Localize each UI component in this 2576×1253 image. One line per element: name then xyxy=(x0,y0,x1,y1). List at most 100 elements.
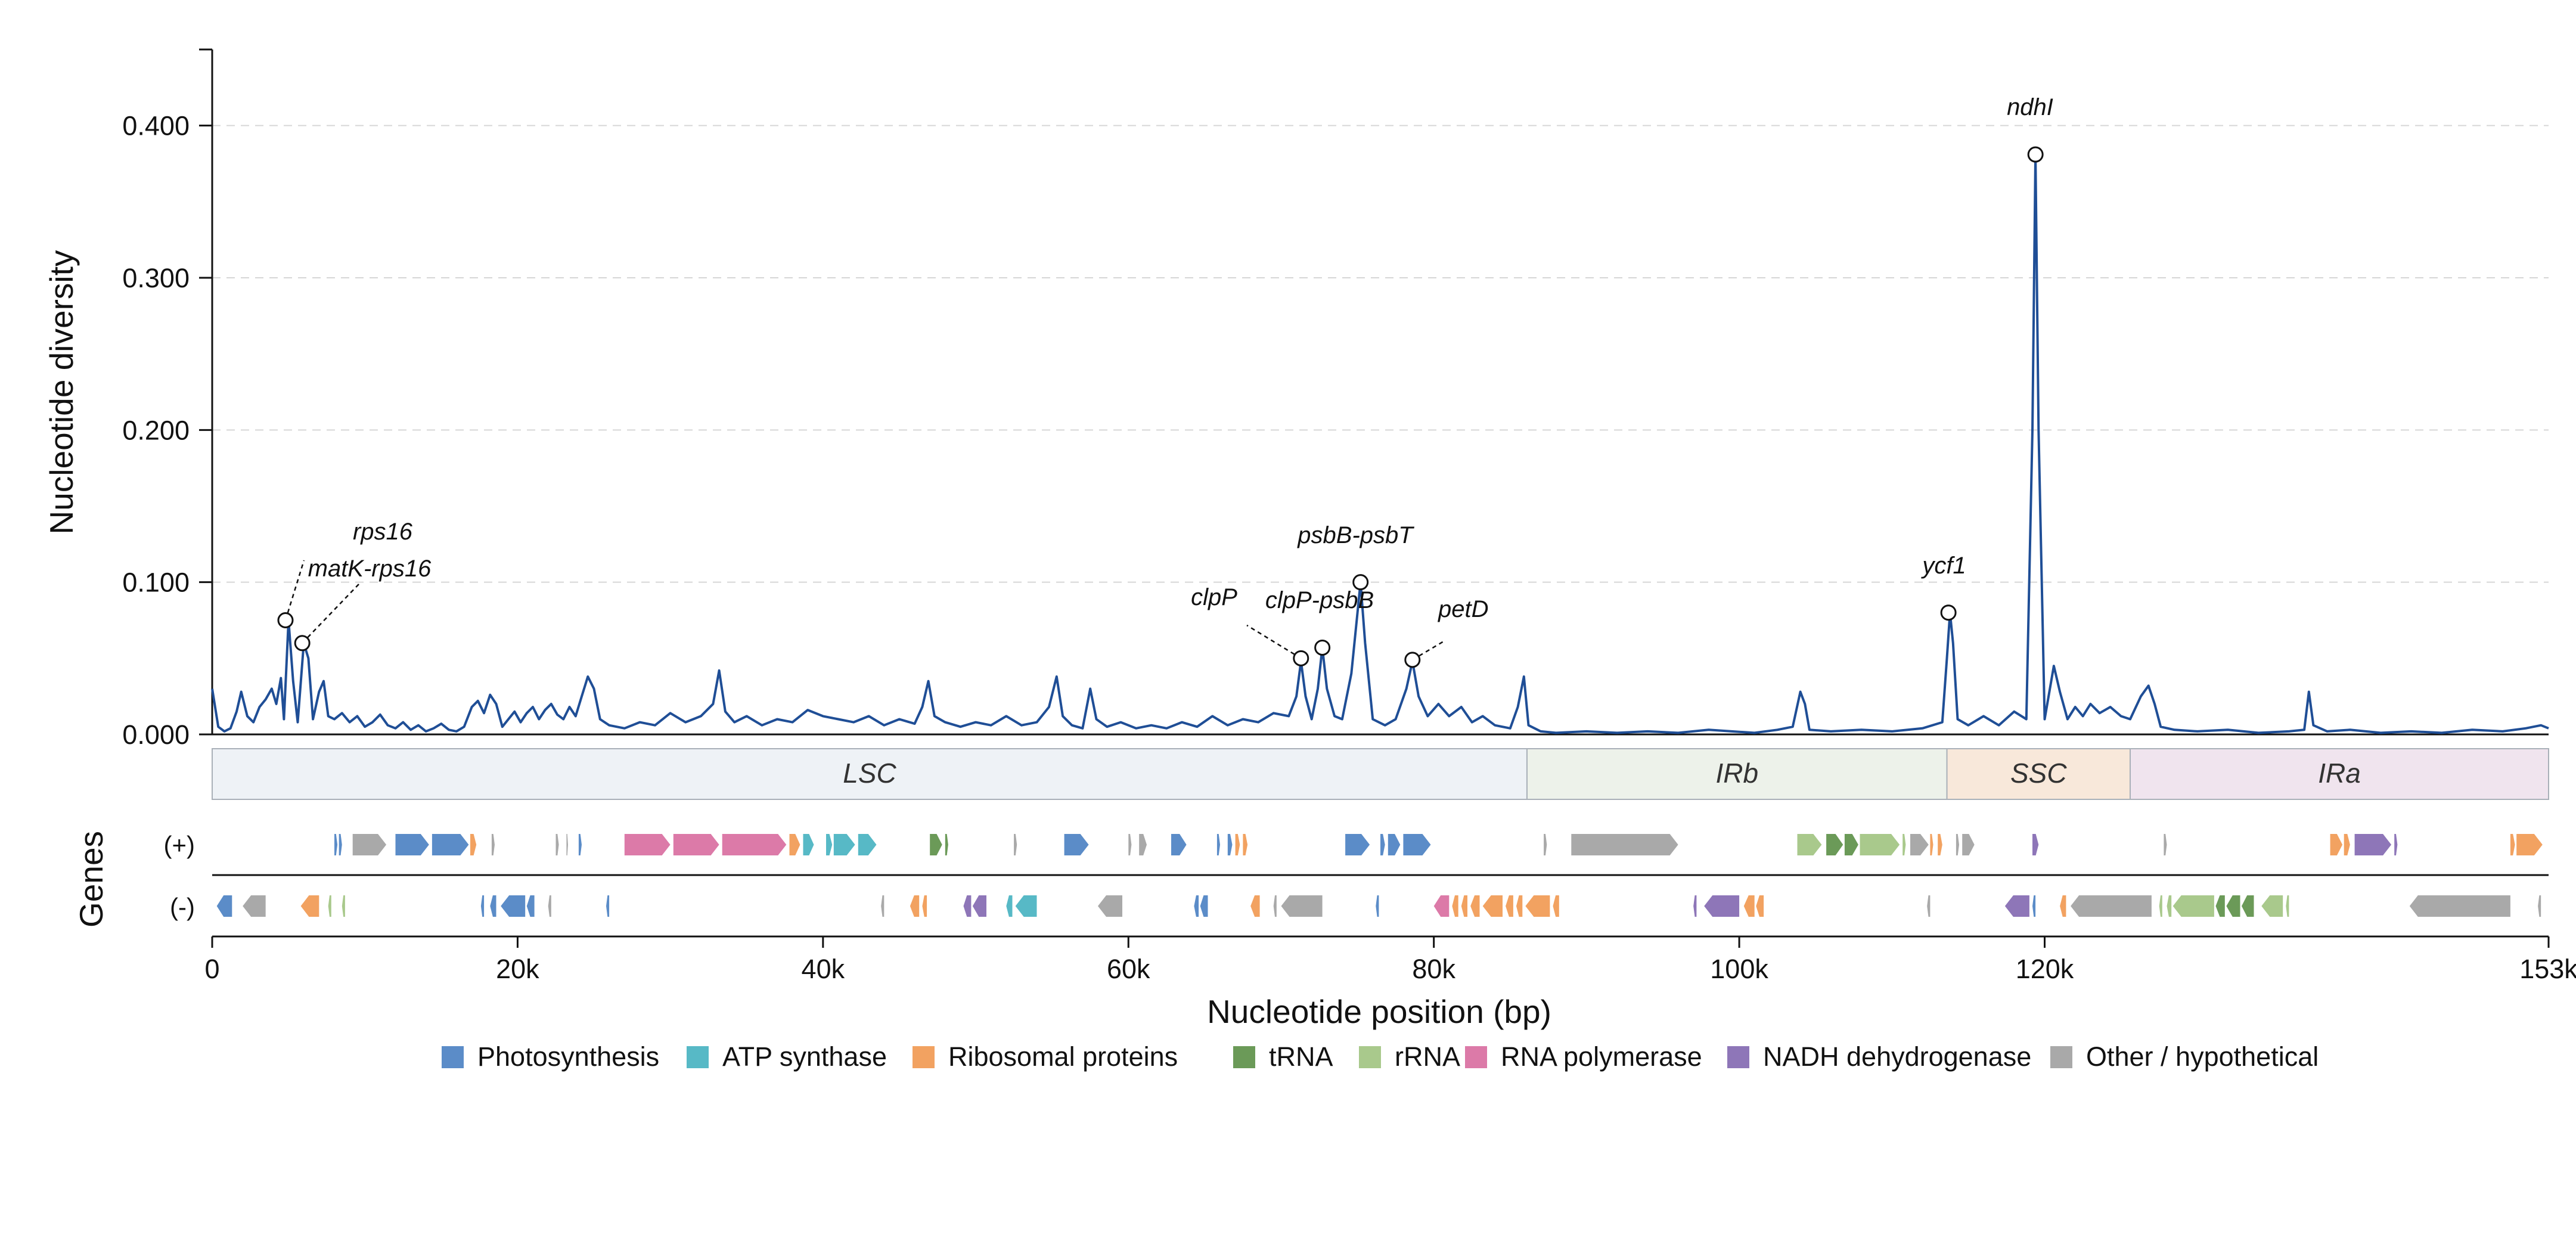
gene-plus xyxy=(2330,834,2343,855)
peak-leader xyxy=(302,584,359,644)
gene-plus xyxy=(1380,834,1385,855)
region-label: IRb xyxy=(1715,758,1758,789)
gene-plus xyxy=(2394,834,2398,855)
gene-plus xyxy=(1403,834,1431,855)
gene-minus xyxy=(342,895,345,917)
peak-marker xyxy=(2027,146,2044,163)
gene-plus xyxy=(1345,834,1370,855)
y-axis-title: Nucleotide diversity xyxy=(43,250,80,534)
gene-minus xyxy=(1461,895,1467,917)
peak-leader xyxy=(1412,640,1444,660)
gene-plus xyxy=(1139,834,1147,855)
gene-minus xyxy=(2242,895,2254,917)
gene-minus xyxy=(2032,895,2036,917)
gene-minus xyxy=(2261,895,2283,917)
gene-plus xyxy=(1860,834,1900,855)
gene-plus xyxy=(1910,834,1929,855)
gene-minus xyxy=(1704,895,1740,917)
gene-plus xyxy=(470,834,477,855)
gene-plus xyxy=(491,834,495,855)
gene-plus xyxy=(2344,834,2350,855)
legend-swatch xyxy=(1359,1046,1381,1068)
minus-strand-label: (-) xyxy=(170,893,195,921)
legend-swatch xyxy=(1233,1046,1255,1068)
gene-minus xyxy=(2167,895,2172,917)
gene-plus xyxy=(945,834,948,855)
gene-plus xyxy=(1844,834,1858,855)
peak-label: clpP-psbB xyxy=(1265,587,1374,613)
y-tick-label: 0.100 xyxy=(122,567,190,598)
gene-minus xyxy=(300,895,319,917)
peak-label: ycf1 xyxy=(1920,553,1966,579)
legend-swatch xyxy=(1465,1046,1487,1068)
peak-label: matK-rps16 xyxy=(308,556,432,582)
y-tick-label: 0.200 xyxy=(122,415,190,445)
gene-minus xyxy=(1376,895,1379,917)
gene-plus xyxy=(1128,834,1132,855)
genome-regions-bar: LSC IRb SSC IRa xyxy=(212,748,2549,800)
peak-label: rps16 xyxy=(353,519,413,545)
gene-minus xyxy=(922,895,927,917)
gene-plus xyxy=(2032,834,2039,855)
gene-plus xyxy=(578,834,582,855)
gene-plus xyxy=(566,834,568,855)
peak-leader xyxy=(1246,624,1302,659)
legend-label: ATP synthase xyxy=(722,1041,887,1072)
gene-minus xyxy=(1452,895,1458,917)
y-tick-label: 0.000 xyxy=(122,719,190,750)
gene-minus xyxy=(2071,895,2152,917)
gene-minus xyxy=(243,895,266,917)
legend-swatch xyxy=(913,1046,935,1068)
x-tick-label: 40k xyxy=(802,954,845,984)
x-axis-title: Nucleotide position (bp) xyxy=(1207,993,1551,1030)
gene-plus xyxy=(334,834,338,855)
gene-minus xyxy=(972,895,986,917)
x-axis: 0 20k 40k 60k 80k 100k 120k 153k xyxy=(204,935,2576,984)
peak-marker xyxy=(1940,604,1957,621)
gene-minus xyxy=(1250,895,1260,917)
gene-plus xyxy=(1014,834,1017,855)
gene-plus xyxy=(339,834,342,855)
y-tick-label: 0.400 xyxy=(122,111,190,141)
gene-minus xyxy=(216,895,232,917)
gene-plus xyxy=(1227,834,1233,855)
gene-plus xyxy=(1797,834,1822,855)
gene-minus xyxy=(328,895,331,917)
gene-minus xyxy=(1553,895,1559,917)
x-tick-label: 60k xyxy=(1107,954,1150,984)
gene-minus xyxy=(881,895,884,917)
gene-plus xyxy=(1962,834,1975,855)
legend-label: NADH dehydrogenase xyxy=(1763,1041,2031,1072)
gene-minus xyxy=(1927,895,1931,917)
gene-plus xyxy=(1171,834,1187,855)
gene-plus xyxy=(2510,834,2515,855)
region-irb xyxy=(1526,748,1948,800)
gene-minus xyxy=(1482,895,1503,917)
legend-swatch xyxy=(2050,1046,2072,1068)
gene-minus xyxy=(1693,895,1697,917)
gene-minus xyxy=(480,895,485,917)
legend-label: Photosynthesis xyxy=(477,1041,659,1072)
x-tick-label: 100k xyxy=(1710,954,1768,984)
gene-plus xyxy=(1235,834,1240,855)
gene-plus xyxy=(1571,834,1678,855)
legend-swatch xyxy=(1727,1046,1749,1068)
peak-annotations: rps16 matK-rps16 clpP clpP-psbB psbB-psbT pet… xyxy=(277,94,2053,668)
gene-minus xyxy=(1194,895,1199,917)
gene-minus xyxy=(1506,895,1513,917)
gene-plus xyxy=(722,834,787,855)
gene-minus xyxy=(2226,895,2240,917)
gene-plus xyxy=(1956,834,1959,855)
gene-minus xyxy=(1006,895,1013,917)
peak-marker xyxy=(1293,650,1309,666)
diversity-line xyxy=(211,153,2549,734)
region-label: IRa xyxy=(2318,758,2361,789)
gene-minus xyxy=(1470,895,1480,917)
gene-minus xyxy=(1281,895,1323,917)
legend-label: Other / hypothetical xyxy=(2086,1041,2319,1072)
gene-minus xyxy=(2172,895,2214,917)
peak-leader xyxy=(284,560,305,621)
gene-plus xyxy=(2164,834,2167,855)
gene-minus xyxy=(2159,895,2162,917)
